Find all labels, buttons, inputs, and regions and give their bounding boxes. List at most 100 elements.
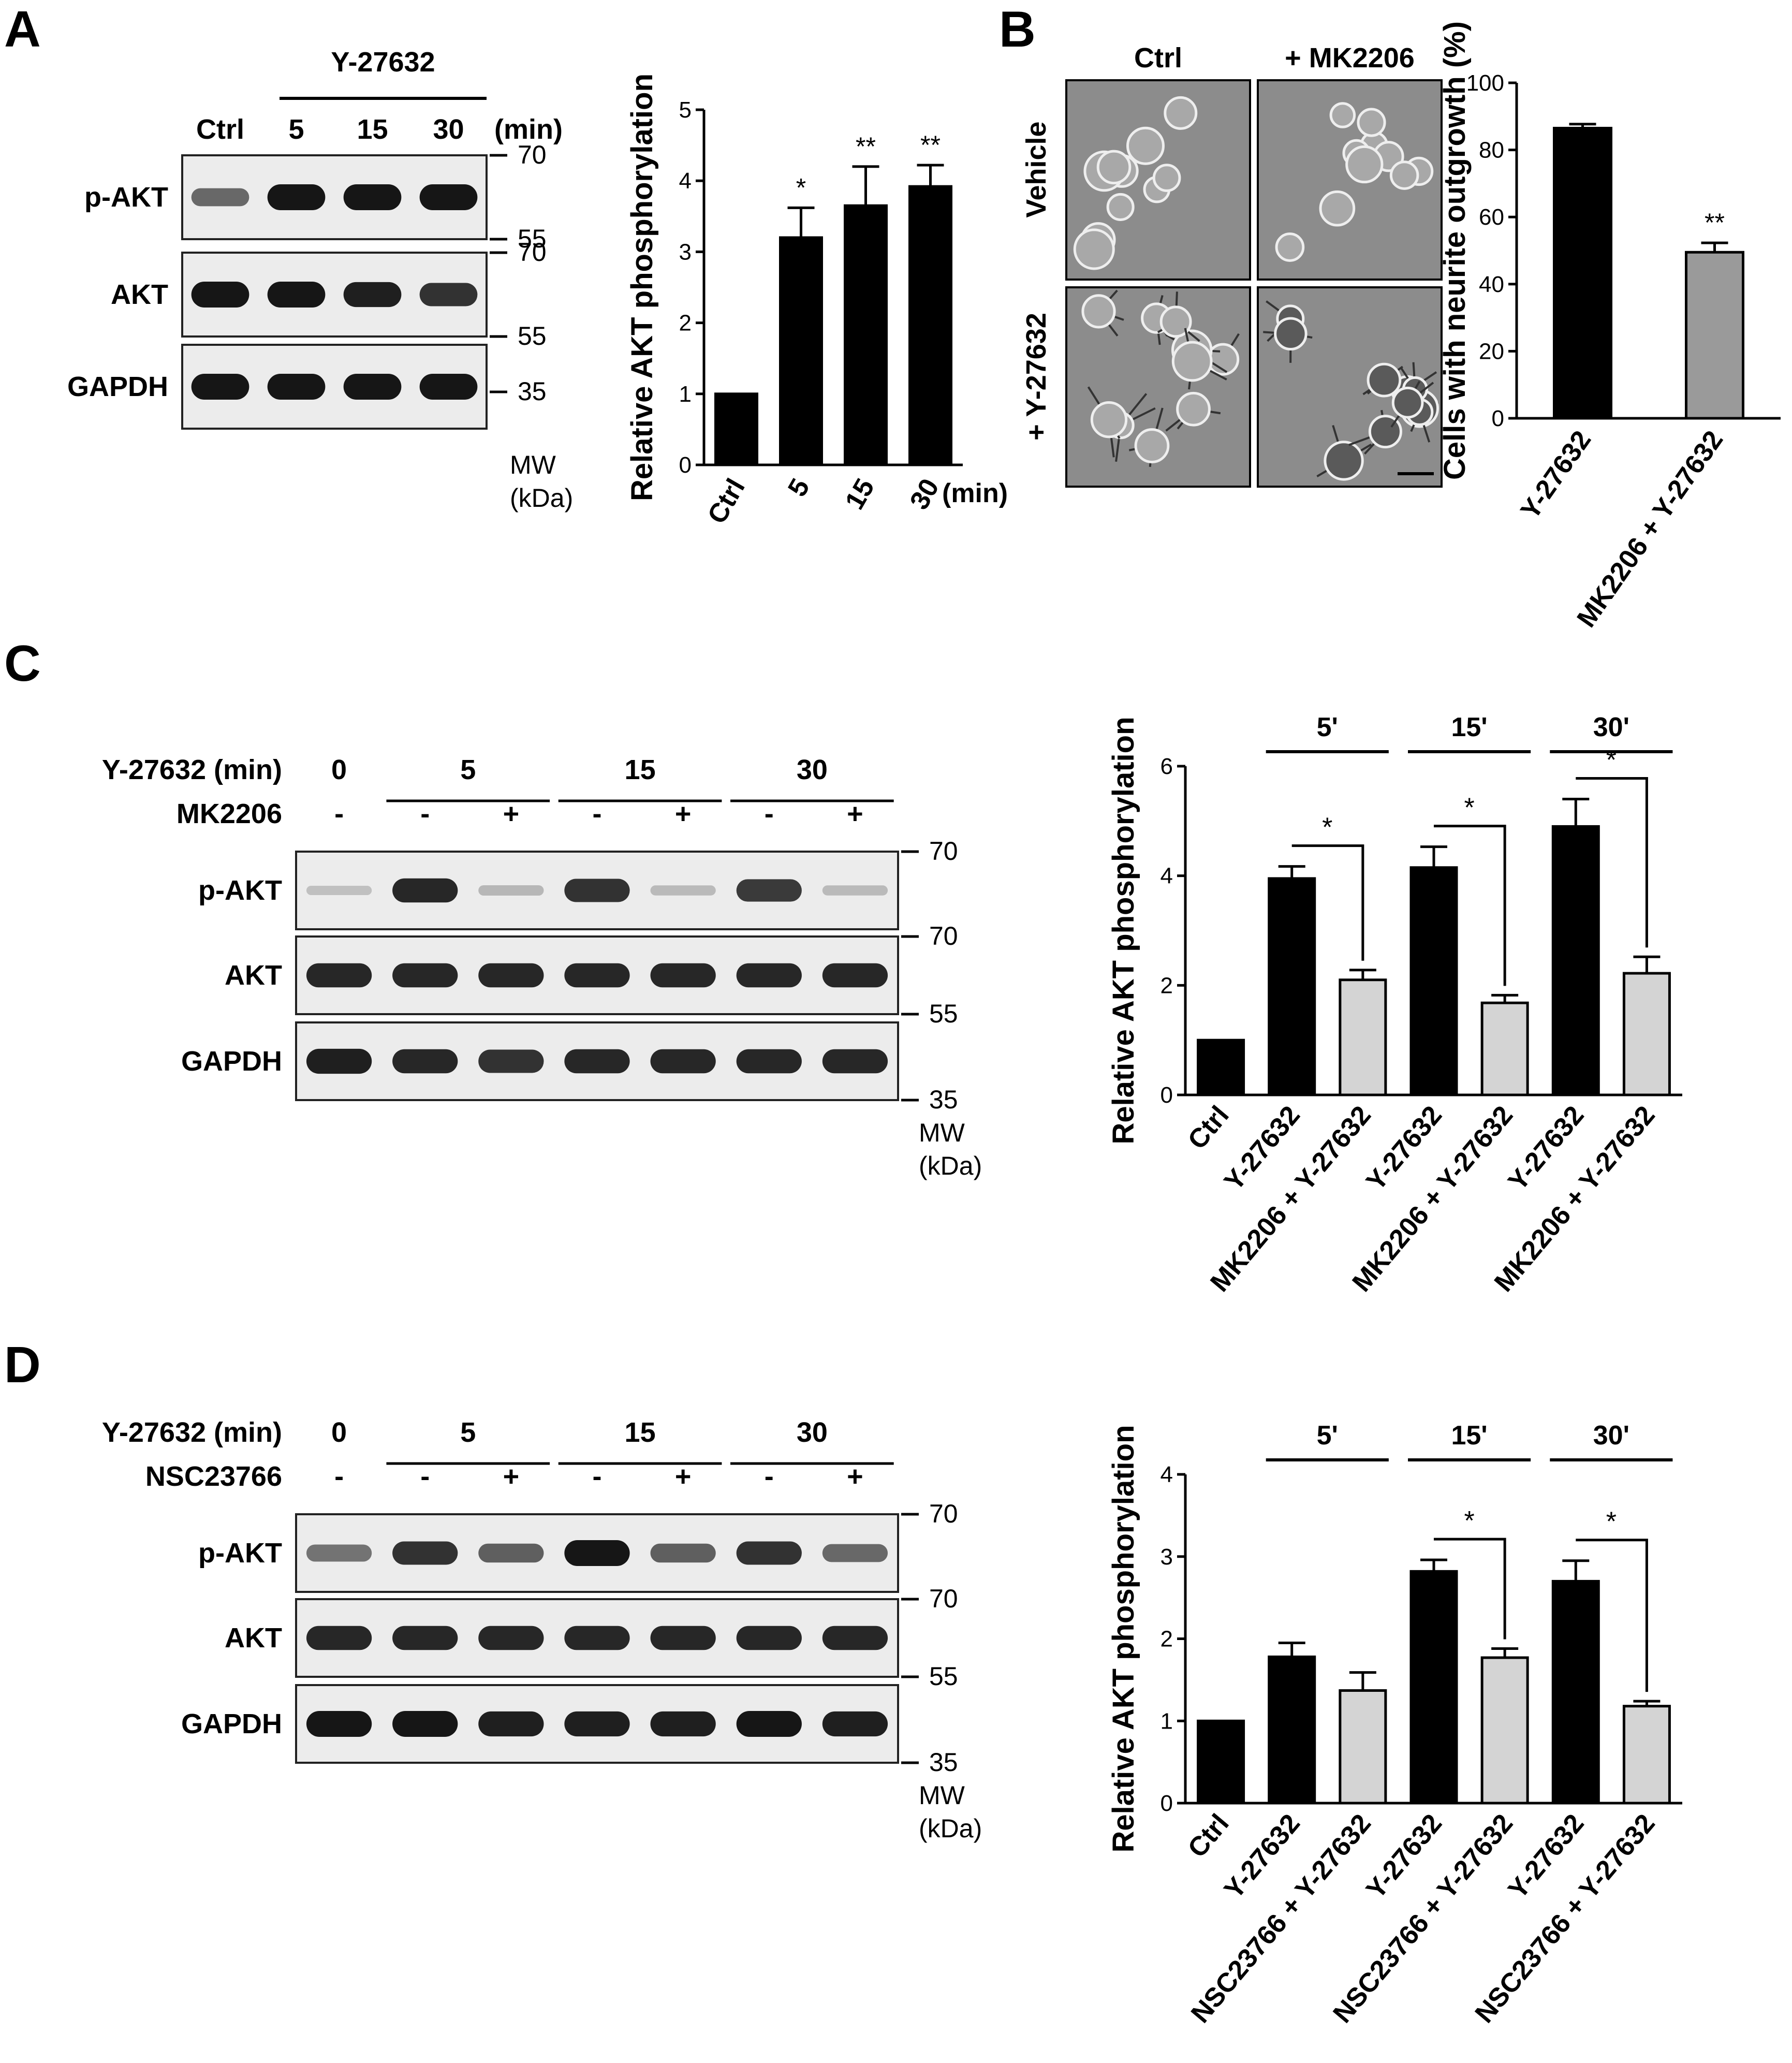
bar — [1622, 972, 1671, 1096]
comparison-label: * — [1606, 745, 1617, 776]
y-tick-label: 1 — [679, 382, 692, 407]
mw-marker-label: 55 — [518, 321, 547, 350]
blot-band — [191, 188, 249, 207]
cell — [1275, 232, 1305, 262]
y-axis-title: Relative AKT phosphorylation — [625, 74, 659, 501]
comparison-label: * — [1606, 1507, 1617, 1537]
inhibitor-sign: - — [765, 798, 774, 829]
y-tick-label: 3 — [1161, 1544, 1173, 1570]
y-axis-title: Relative AKT phosphorylation — [1107, 1425, 1140, 1852]
panel-letter-a: A — [4, 1, 41, 57]
y-tick-label: 0 — [1492, 406, 1504, 431]
mw-marker-label: 35 — [929, 1748, 958, 1777]
blot-band — [306, 1544, 372, 1562]
bar — [1268, 877, 1316, 1096]
cell — [1319, 190, 1356, 227]
blot-row-label: GAPDH — [181, 1046, 282, 1077]
lane-label: Ctrl — [196, 114, 244, 145]
significance-label: ** — [856, 132, 876, 161]
cell — [1126, 126, 1165, 165]
blot-band — [564, 879, 630, 902]
cell — [1391, 386, 1424, 419]
comparison-label: * — [1322, 813, 1332, 843]
blot-row-label: p-AKT — [198, 1538, 282, 1569]
bar — [1197, 1038, 1245, 1096]
cell — [1159, 305, 1192, 338]
cell — [1081, 294, 1116, 329]
inhibitor-label: NSC23766 — [145, 1461, 282, 1492]
blot-band — [736, 1626, 802, 1650]
blot-band — [343, 374, 402, 400]
bar — [1551, 825, 1600, 1096]
y-tick-label: 60 — [1479, 204, 1504, 230]
blot-band — [267, 282, 326, 308]
mw-marker-label: 70 — [929, 837, 958, 866]
blot-band — [419, 283, 478, 306]
cell — [1324, 441, 1364, 481]
y-tick-label: 20 — [1479, 339, 1504, 364]
time-label: 0 — [331, 754, 347, 785]
blot-band — [650, 963, 716, 988]
treatment-label: Y-27632 (min) — [102, 754, 282, 785]
cell — [1090, 401, 1128, 438]
blot-band — [392, 1541, 458, 1565]
inhibitor-sign: - — [593, 1461, 602, 1492]
blot-band — [478, 1049, 544, 1073]
blot-band — [822, 1049, 888, 1074]
mw-label: MW — [919, 1781, 965, 1810]
significance-label: * — [796, 173, 806, 202]
comparison-label: * — [1464, 1506, 1474, 1536]
blot-band — [343, 184, 402, 210]
blot-row-label: AKT — [111, 279, 168, 310]
blot-band — [267, 184, 326, 210]
blot-band — [343, 282, 402, 308]
inhibitor-sign: - — [334, 1461, 344, 1492]
bar — [1268, 1655, 1316, 1805]
micrograph-col-label: Ctrl — [1134, 42, 1182, 74]
y-tick-label: 2 — [679, 311, 692, 336]
y-tick-label: 0 — [1161, 1791, 1173, 1816]
blot-row-label: GAPDH — [67, 371, 168, 402]
blot-band — [736, 1541, 802, 1565]
blot-band — [564, 1540, 630, 1566]
y-axis-title: Cells with neurite outgrowth (%) — [1438, 21, 1472, 480]
lane-unit-label: (min) — [494, 114, 563, 145]
mw-marker-label: 55 — [929, 1662, 958, 1691]
blot-row-label: p-AKT — [198, 875, 282, 906]
blot-band — [564, 1711, 630, 1737]
time-group-label: 15' — [1451, 712, 1487, 742]
mw-marker-label: 35 — [518, 377, 547, 406]
cell — [1329, 102, 1356, 128]
bar — [1551, 1579, 1600, 1805]
western-blot-c: p-AKT AKT GAPDH 70 70 55 35 MW (kDa) Y-27632 (min… — [102, 754, 982, 1180]
cell — [1274, 317, 1308, 351]
category-label: 15 — [840, 474, 880, 515]
mw-marker-label: 70 — [518, 140, 547, 169]
blot-band — [564, 1626, 630, 1650]
blot-band — [191, 374, 249, 400]
blot-band — [306, 1711, 372, 1737]
blot-band — [267, 374, 326, 400]
mw-marker-label: 70 — [518, 238, 547, 267]
blot-row-label: AKT — [225, 960, 282, 991]
comparison-bracket — [1434, 825, 1506, 986]
blot-band — [822, 1544, 888, 1562]
time-label: 30 — [797, 1417, 828, 1448]
comparison-bracket — [1576, 1539, 1648, 1692]
micrograph-row-label: + Y-27632 — [1021, 313, 1052, 441]
y-tick-label: 0 — [679, 452, 692, 478]
x-unit-label: (min) — [942, 478, 1008, 508]
y-axis-title: Relative AKT phosphorylation — [1107, 716, 1140, 1144]
blot-band — [478, 1626, 544, 1650]
time-label: 15 — [625, 754, 656, 785]
lane-label: 15 — [357, 114, 388, 145]
blot-band — [822, 885, 888, 896]
category-label: Ctrl — [702, 474, 751, 529]
bar — [1553, 126, 1612, 420]
blot-band — [564, 963, 630, 988]
blot-band — [650, 1626, 716, 1650]
